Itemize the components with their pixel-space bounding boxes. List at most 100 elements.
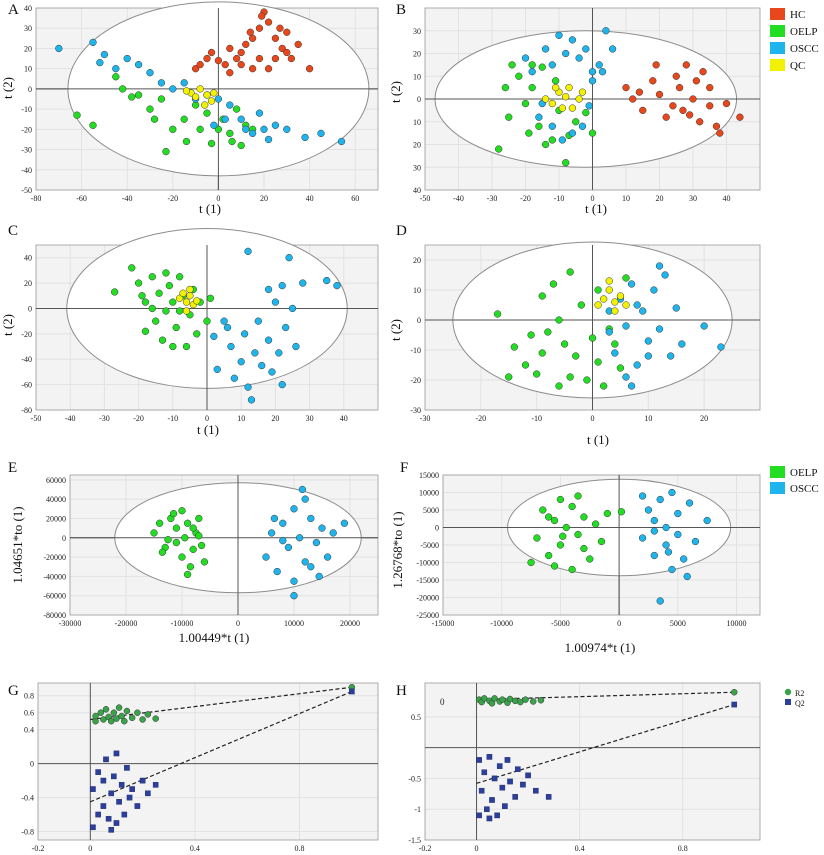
data-point-oscc	[548, 61, 556, 69]
data-point-oelp	[169, 342, 177, 351]
data-point-oscc	[700, 322, 708, 330]
data-point-oelp	[594, 358, 602, 366]
data-point-q2	[349, 688, 355, 695]
data-point-oelp	[505, 373, 513, 381]
data-point-q2	[476, 757, 482, 763]
y-tick-label: -1.5	[408, 836, 421, 845]
y-tick-label: 40	[24, 254, 32, 263]
x-tick-label: 20	[260, 194, 268, 203]
data-point-oscc	[210, 332, 218, 341]
data-point-oscc	[264, 135, 273, 144]
regression-line-r2	[476, 691, 735, 701]
data-point-oelp	[148, 304, 156, 313]
data-point-qc	[552, 83, 560, 92]
data-point-oelp	[588, 129, 597, 137]
data-point-oelp	[232, 105, 241, 113]
legend-swatch	[770, 466, 785, 478]
data-point-oelp	[562, 159, 570, 167]
data-point-r2	[139, 716, 146, 723]
data-point-oelp	[566, 268, 574, 276]
data-point-q2	[486, 815, 493, 822]
data-point-oscc	[683, 572, 691, 581]
panel-g: -0.2 0.4 0.8 0 -0.8 -0.4 0 0.4 0.6 0.8 G	[8, 682, 379, 853]
data-point-oelp	[172, 323, 180, 332]
panel-c: -50 -40 -30 -20 -10 0 10 20 30 40 -80 -60 -40 -20 0 20 4…	[0, 223, 379, 437]
data-point-oelp	[538, 63, 546, 71]
panel-label: F	[400, 460, 408, 476]
x-tick-label: 40	[340, 414, 348, 423]
data-point-oscc	[664, 548, 673, 556]
data-point-oelp	[178, 553, 186, 561]
data-point-q2	[124, 765, 130, 771]
data-point-r2	[128, 714, 136, 722]
x-tick-label: 10000	[284, 619, 304, 628]
data-point-oelp	[552, 77, 560, 85]
data-point-oscc	[627, 280, 636, 288]
data-point-r2	[92, 712, 99, 720]
legend-swatch	[770, 25, 785, 37]
x-tick-label: 20000	[340, 619, 360, 628]
data-point-oelp	[586, 555, 594, 563]
data-point-oscc	[595, 61, 603, 69]
data-point-oelp	[533, 370, 541, 378]
y-tick-label: 40	[24, 4, 32, 13]
x-tick-label: 0	[205, 414, 209, 423]
data-point-oelp	[495, 145, 503, 153]
data-point-oelp	[555, 382, 563, 390]
data-point-r2	[110, 709, 118, 716]
panel-label: G	[8, 683, 19, 699]
data-point-oscc	[227, 342, 235, 351]
data-point-oelp	[89, 121, 97, 129]
y-tick-label: -0.8	[21, 828, 34, 837]
data-point-oscc	[588, 77, 597, 85]
data-point-oelp	[550, 562, 559, 570]
x-tick-label: -10	[531, 414, 542, 423]
panel-f: -15000 -10000 -5000 0 5000 10000 -25000 -20000 -…	[390, 460, 761, 655]
data-point-oscc	[273, 567, 281, 576]
x-tick-label: -50	[31, 414, 42, 423]
data-point-oelp	[175, 273, 184, 281]
data-point-oelp	[111, 288, 119, 296]
data-point-hc	[242, 40, 250, 49]
data-point-oscc	[317, 129, 325, 138]
x-tick-label: -10000	[490, 619, 513, 628]
y-tick-label: 0.8	[24, 692, 34, 701]
data-point-oelp	[577, 301, 585, 309]
panel-e: -30000 -20000 -10000 0 10000 20000 -80000 -6000…	[8, 460, 379, 645]
data-point-oscc	[329, 529, 337, 537]
data-point-oscc	[299, 279, 307, 287]
data-point-oscc	[717, 343, 725, 351]
legend-label: Q2	[795, 699, 805, 708]
x-tick-label: 5000	[670, 619, 686, 628]
data-point-qc	[594, 301, 602, 309]
data-point-q2	[100, 803, 107, 809]
y-tick-label: -20	[410, 376, 421, 385]
data-point-q2	[489, 797, 495, 803]
data-point-oelp	[539, 506, 547, 514]
data-point-oelp	[193, 330, 201, 338]
y-tick-label: -20	[21, 125, 32, 134]
data-point-oelp	[182, 342, 191, 351]
data-point-oscc	[278, 281, 286, 290]
data-point-oscc	[237, 115, 245, 123]
y-tick-label: -40	[21, 355, 32, 364]
data-point-oelp	[195, 532, 203, 540]
data-point-oelp	[617, 508, 626, 516]
data-point-oelp	[597, 537, 606, 546]
data-point-oelp	[611, 340, 619, 348]
data-point-q2	[90, 824, 96, 831]
data-point-oscc	[290, 505, 298, 513]
y-tick-label: 10	[413, 286, 421, 295]
data-point-oelp	[572, 352, 580, 360]
data-point-oelp	[164, 536, 172, 544]
data-point-oscc	[292, 342, 300, 351]
data-point-oelp	[588, 334, 597, 342]
data-point-hc	[716, 129, 724, 137]
data-point-oscc	[264, 285, 273, 294]
data-point-hc	[232, 54, 241, 63]
data-point-oscc	[223, 323, 232, 332]
data-point-oscc	[262, 553, 270, 561]
data-point-q2	[499, 784, 506, 791]
data-point-oelp	[574, 530, 582, 539]
x-tick-label: -40	[453, 194, 464, 203]
